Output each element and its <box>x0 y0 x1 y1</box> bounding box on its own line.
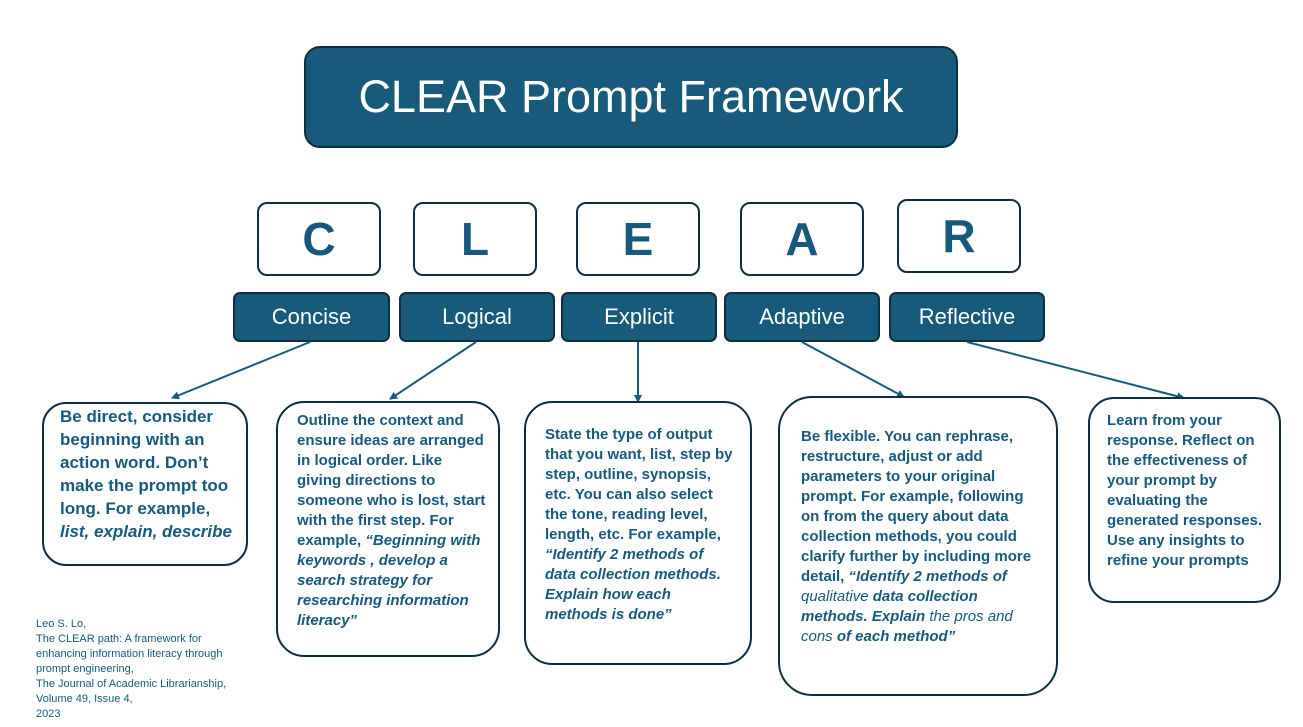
desc-box-explicit <box>524 401 752 665</box>
desc-logical: Outline the context and ensure ideas are… <box>297 412 486 629</box>
citation-line: The Journal of Academic Librarianship, <box>36 678 227 690</box>
citation-line: enhancing information literacy through <box>36 648 223 660</box>
framework-title: CLEAR Prompt Framework <box>358 71 904 122</box>
word-box-adaptive: Adaptive <box>724 292 880 342</box>
word-reflective: Reflective <box>918 304 1016 329</box>
desc-adaptive: Be flexible. You can rephrase, restructu… <box>801 428 1032 645</box>
letter-l: L <box>460 213 490 265</box>
letter-c: C <box>302 213 336 265</box>
word-concise: Concise <box>271 304 352 329</box>
letter-e: E <box>622 213 654 265</box>
letter-box-l: L <box>413 202 537 276</box>
letter-box-a: A <box>740 202 864 276</box>
letter-box-r: R <box>897 199 1021 273</box>
word-adaptive: Adaptive <box>759 304 845 329</box>
citation-line: prompt engineering, <box>36 663 134 675</box>
letter-box-c: C <box>257 202 381 276</box>
desc-box-logical <box>276 401 500 657</box>
word-box-reflective: Reflective <box>889 292 1045 342</box>
desc-reflective: Learn from your response. Reflect on the… <box>1107 412 1263 569</box>
arrow-adaptive <box>801 341 905 398</box>
citation-line: Volume 49, Issue 4, <box>36 693 133 705</box>
citation-line: 2023 <box>36 708 61 720</box>
word-box-concise: Concise <box>233 292 390 342</box>
citation-line: The CLEAR path: A framework for <box>36 633 202 645</box>
citation: Leo S. Lo, The CLEAR path: A framework f… <box>36 617 266 722</box>
arrow-reflective <box>966 341 1185 401</box>
framework-title-box: CLEAR Prompt Framework <box>304 46 958 148</box>
citation-line: Leo S. Lo, <box>36 618 87 630</box>
letter-box-e: E <box>576 202 700 276</box>
word-explicit: Explicit <box>604 304 674 329</box>
letter-a: A <box>785 213 819 265</box>
word-logical: Logical <box>442 304 512 329</box>
desc-box-adaptive <box>778 396 1058 696</box>
arrow-concise <box>171 341 311 400</box>
desc-concise: Be direct, consider beginning with an ac… <box>60 407 232 541</box>
desc-box-concise <box>42 402 248 566</box>
word-box-logical: Logical <box>399 292 555 342</box>
arrow-logical <box>389 341 477 400</box>
desc-explicit: State the type of output that you want, … <box>545 426 733 623</box>
desc-box-reflective <box>1088 397 1281 603</box>
letter-r: R <box>942 210 976 262</box>
word-box-explicit: Explicit <box>561 292 717 342</box>
